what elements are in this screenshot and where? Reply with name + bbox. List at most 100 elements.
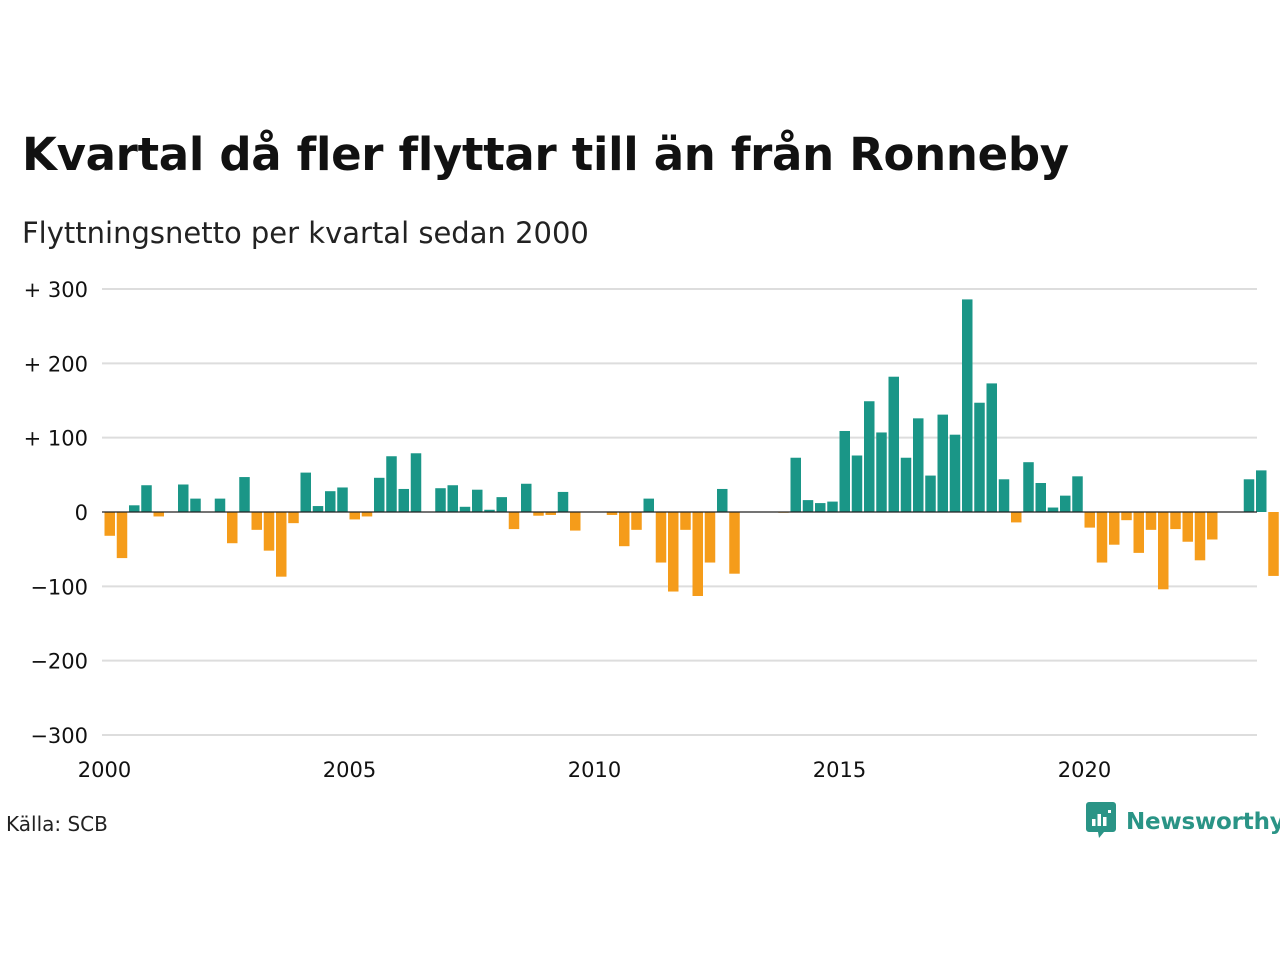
bar bbox=[888, 376, 899, 512]
bar bbox=[190, 498, 201, 512]
bar bbox=[864, 401, 875, 512]
bar bbox=[717, 488, 728, 512]
bar bbox=[239, 477, 250, 512]
newsworthy-logo-icon bbox=[1086, 802, 1116, 842]
bar bbox=[374, 477, 385, 512]
chart-subtitle: Flyttningsnetto per kvartal sedan 2000 bbox=[22, 216, 589, 250]
bar bbox=[349, 512, 360, 520]
bar bbox=[459, 506, 471, 512]
gridlines bbox=[102, 288, 1257, 736]
bar bbox=[1060, 495, 1071, 512]
x-tick-label: 2000 bbox=[78, 758, 131, 782]
bar bbox=[1047, 507, 1059, 512]
bar bbox=[1072, 476, 1083, 512]
bar bbox=[692, 512, 703, 596]
bar bbox=[288, 512, 299, 524]
y-tick-label: −300 bbox=[30, 724, 88, 748]
bar bbox=[606, 512, 618, 515]
bar bbox=[141, 485, 152, 512]
bar bbox=[1207, 512, 1218, 540]
bar bbox=[1121, 512, 1132, 521]
x-tick-label: 2015 bbox=[813, 758, 866, 782]
bar bbox=[913, 418, 924, 512]
brand-logo[interactable]: Newsworthy bbox=[1086, 802, 1280, 842]
y-tick-label: −200 bbox=[30, 650, 88, 674]
bar bbox=[545, 512, 556, 515]
bar bbox=[998, 479, 1010, 512]
bar bbox=[1243, 479, 1255, 512]
x-tick-label: 2005 bbox=[323, 758, 376, 782]
y-tick-label: + 300 bbox=[24, 278, 88, 302]
bar bbox=[386, 456, 397, 512]
bar bbox=[619, 512, 630, 547]
bar bbox=[178, 484, 189, 512]
bar bbox=[790, 457, 801, 512]
bar bbox=[153, 512, 164, 517]
bar bbox=[631, 512, 642, 530]
bar bbox=[1170, 512, 1181, 530]
bar bbox=[410, 453, 422, 512]
bar bbox=[214, 498, 226, 512]
bar bbox=[312, 506, 324, 512]
bar bbox=[925, 475, 936, 512]
bar bbox=[900, 457, 912, 512]
bars bbox=[104, 299, 1279, 596]
bar bbox=[104, 512, 115, 536]
bar bbox=[1182, 512, 1193, 542]
bar bbox=[472, 489, 483, 512]
bar bbox=[1133, 512, 1144, 553]
bar bbox=[827, 501, 838, 512]
x-tick-label: 2010 bbox=[568, 758, 621, 782]
bar bbox=[570, 512, 581, 531]
bar bbox=[986, 383, 997, 512]
bar bbox=[300, 472, 311, 512]
bar bbox=[962, 299, 973, 512]
bar bbox=[1109, 512, 1120, 545]
bar bbox=[643, 498, 654, 512]
bar bbox=[729, 512, 740, 574]
bar bbox=[398, 488, 409, 512]
bar bbox=[337, 487, 348, 512]
bar bbox=[949, 434, 961, 512]
brand-name: Newsworthy bbox=[1126, 809, 1280, 835]
bar bbox=[680, 512, 691, 530]
bar bbox=[1023, 462, 1034, 512]
bar bbox=[704, 512, 716, 563]
bar bbox=[1194, 512, 1206, 561]
bar bbox=[263, 512, 275, 551]
bar bbox=[1084, 512, 1095, 528]
y-tick-label: + 200 bbox=[24, 352, 88, 376]
bar bbox=[129, 505, 140, 512]
chart-title: Kvartal då fler flyttar till än från Ron… bbox=[22, 128, 1069, 181]
bar bbox=[937, 414, 948, 512]
x-tick-label: 2020 bbox=[1058, 758, 1111, 782]
bar bbox=[251, 512, 262, 530]
bar bbox=[484, 509, 495, 512]
bar bbox=[1035, 483, 1046, 512]
bar bbox=[508, 512, 520, 530]
bar bbox=[447, 485, 458, 512]
bar bbox=[876, 432, 887, 512]
axes: + 300 + 200 + 100 0 −100 −200 −300 2000 2005 2010… bbox=[24, 278, 1257, 782]
bar bbox=[435, 488, 446, 512]
y-tick-label: 0 bbox=[75, 501, 88, 525]
bar bbox=[802, 500, 814, 512]
bar bbox=[815, 503, 826, 512]
bar bbox=[851, 455, 863, 512]
bar bbox=[276, 512, 287, 577]
bar bbox=[1011, 512, 1022, 523]
bar bbox=[361, 512, 373, 517]
bar bbox=[521, 483, 532, 512]
bar bbox=[496, 497, 507, 512]
bar bbox=[1268, 512, 1279, 576]
y-tick-label: −100 bbox=[30, 575, 88, 599]
bar bbox=[1256, 470, 1267, 512]
bar bbox=[533, 512, 544, 516]
bar bbox=[1158, 512, 1169, 590]
bar bbox=[325, 491, 336, 512]
bar bbox=[839, 430, 850, 512]
bar bbox=[1096, 512, 1108, 563]
bar bbox=[227, 512, 238, 544]
bar bbox=[1145, 512, 1157, 530]
bar bbox=[116, 512, 128, 559]
